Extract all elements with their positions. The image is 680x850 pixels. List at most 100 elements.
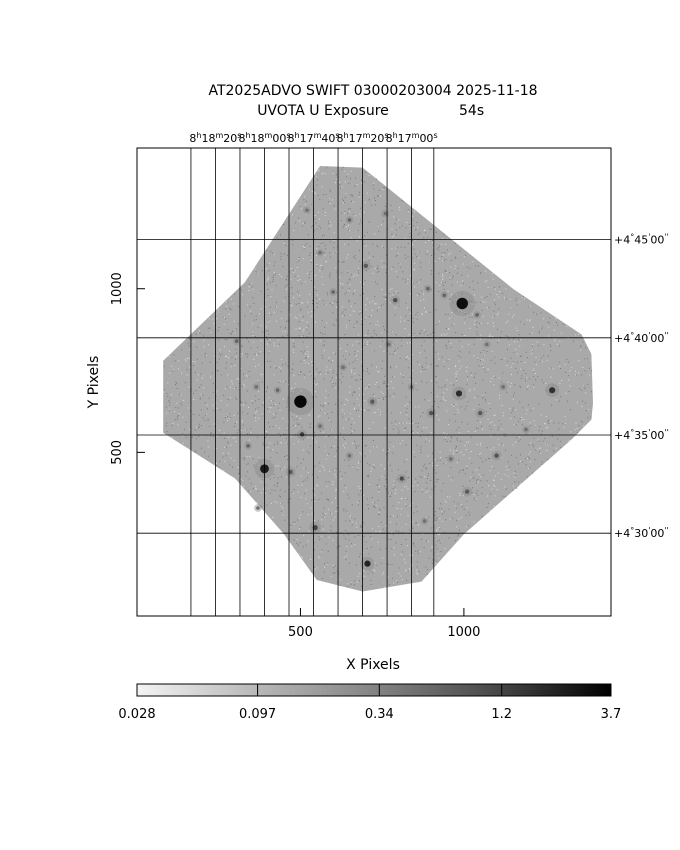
ra-tick-label: 8h17m20s — [337, 131, 389, 145]
plot-frame — [136, 147, 612, 617]
source — [455, 390, 463, 397]
source — [464, 489, 470, 494]
source — [347, 453, 352, 458]
dec-unit: ° — [630, 428, 634, 437]
y-axis: 500 1000 — [110, 272, 145, 465]
colorbar-tick-label: 0.028 — [118, 707, 155, 722]
source — [494, 453, 499, 458]
dec-value: +4 — [614, 527, 630, 540]
dec-value: 00 — [650, 429, 664, 442]
source — [318, 250, 322, 255]
dec-tick-label: +4°35'00'' — [614, 428, 669, 442]
source — [275, 388, 280, 392]
x-axis-label: X Pixels — [346, 657, 400, 673]
ra-unit: m — [216, 131, 224, 140]
coordinate-grid — [137, 148, 611, 616]
y-tick-label: 1000 — [110, 272, 125, 305]
source — [331, 290, 335, 294]
colorbar-tick-label: 0.097 — [239, 707, 276, 722]
source — [370, 399, 375, 404]
dec-unit: ' — [648, 233, 650, 242]
dec-value: 00 — [650, 527, 664, 540]
ra-unit: s — [384, 131, 388, 140]
source — [234, 339, 239, 343]
source — [456, 297, 468, 310]
source — [363, 263, 369, 269]
ra-unit: m — [314, 131, 322, 140]
ra-value: 20 — [223, 132, 237, 145]
ra-unit: s — [286, 131, 290, 140]
colorbar-tick-label: 1.2 — [491, 707, 512, 722]
source — [246, 444, 250, 448]
ra-unit: s — [335, 131, 339, 140]
dec-value: 00 — [650, 234, 664, 247]
dec-value: +4 — [614, 429, 630, 442]
dec-unit: ° — [630, 233, 634, 242]
ra-value: 8 — [189, 132, 196, 145]
dec-unit: ° — [630, 526, 634, 535]
ra-value: 8 — [238, 132, 245, 145]
ra-tick-label: 8h17m40s — [288, 131, 340, 145]
source — [549, 387, 556, 394]
dec-value: 30 — [634, 527, 648, 540]
ra-unit: h — [196, 131, 201, 140]
ra-value: 8 — [337, 132, 344, 145]
ra-value: 40 — [321, 132, 335, 145]
source — [484, 342, 489, 347]
source — [426, 286, 430, 291]
source — [256, 506, 260, 510]
x-tick-label: 500 — [288, 625, 313, 640]
source — [524, 427, 528, 432]
ra-unit: m — [412, 131, 420, 140]
ra-value: 17 — [349, 132, 363, 145]
source — [341, 365, 345, 370]
source — [288, 469, 293, 475]
source — [475, 313, 479, 317]
chart-exposure: 54s — [459, 103, 484, 119]
source — [442, 293, 447, 298]
source — [294, 395, 307, 408]
ra-tick-label: 8h18m00s — [238, 131, 290, 145]
dec-value: 45 — [634, 234, 648, 247]
dec-tick-label: +4°30'00'' — [614, 526, 669, 540]
colorbar-tick-label: 3.7 — [601, 707, 622, 722]
colorbar-gradient — [136, 683, 612, 697]
ra-value: 18 — [251, 132, 265, 145]
dec-unit: '' — [664, 526, 668, 535]
ra-unit: h — [245, 131, 250, 140]
dec-value: 35 — [634, 429, 648, 442]
ra-value: 17 — [398, 132, 412, 145]
dec-unit: ' — [648, 428, 650, 437]
dec-value: 00 — [650, 332, 664, 345]
noise-dark — [163, 166, 593, 587]
dec-unit: '' — [664, 233, 668, 242]
ra-unit: s — [433, 131, 437, 140]
ra-unit: m — [363, 131, 371, 140]
dec-tick-label: +4°40'00'' — [614, 331, 669, 345]
dec-value: +4 — [614, 332, 630, 345]
source — [429, 410, 434, 416]
ra-value: 00 — [419, 132, 433, 145]
source — [299, 432, 305, 437]
dec-unit: '' — [664, 428, 668, 437]
chart-subtitle: UVOTA U Exposure — [257, 103, 389, 119]
y-tick-label: 500 — [110, 440, 125, 465]
dec-unit: ° — [630, 331, 634, 340]
ra-unit: h — [344, 131, 349, 140]
source — [399, 476, 404, 481]
colorbar-tick-label: 0.34 — [365, 707, 394, 722]
x-axis: 500 1000 — [288, 608, 480, 640]
ra-value: 00 — [272, 132, 286, 145]
source — [254, 385, 259, 389]
x-tick-label: 1000 — [447, 625, 480, 640]
dec-unit: '' — [664, 331, 668, 340]
ra-tick-label: 8h17m00s — [386, 131, 438, 145]
dec-axis: +4°45'00''+4°40'00''+4°35'00''+4°30'00'' — [614, 233, 669, 541]
dec-value: +4 — [614, 234, 630, 247]
exposure-image — [163, 166, 593, 592]
image-noise — [163, 166, 593, 588]
source — [318, 424, 322, 428]
ra-value: 8 — [386, 132, 393, 145]
